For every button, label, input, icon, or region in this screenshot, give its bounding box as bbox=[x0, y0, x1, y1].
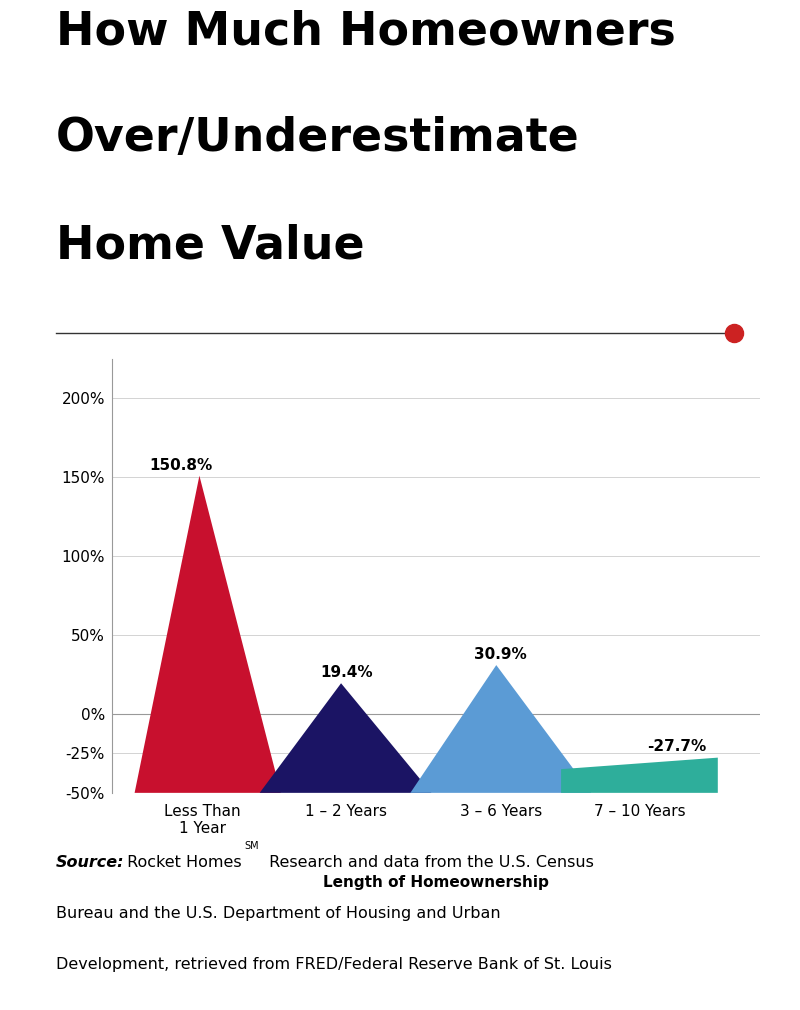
Polygon shape bbox=[134, 476, 281, 793]
Polygon shape bbox=[410, 666, 591, 793]
Text: Rocket Homes: Rocket Homes bbox=[122, 854, 242, 870]
Text: Over/Underestimate: Over/Underestimate bbox=[56, 116, 580, 162]
X-axis label: Length of Homeownership: Length of Homeownership bbox=[323, 876, 549, 890]
Polygon shape bbox=[561, 758, 718, 793]
Text: Research and data from the U.S. Census: Research and data from the U.S. Census bbox=[264, 854, 594, 870]
Text: 19.4%: 19.4% bbox=[320, 666, 373, 680]
Text: 150.8%: 150.8% bbox=[150, 458, 213, 473]
Text: 30.9%: 30.9% bbox=[474, 647, 526, 662]
Text: Development, retrieved from FRED/Federal Reserve Bank of St. Louis: Development, retrieved from FRED/Federal… bbox=[56, 957, 612, 973]
Text: SM: SM bbox=[244, 840, 258, 850]
Text: Source:: Source: bbox=[56, 854, 125, 870]
Text: -27.7%: -27.7% bbox=[647, 739, 706, 754]
Text: Home Value: Home Value bbox=[56, 223, 365, 268]
Text: Bureau and the U.S. Department of Housing and Urban: Bureau and the U.S. Department of Housin… bbox=[56, 906, 501, 921]
Text: How Much Homeowners: How Much Homeowners bbox=[56, 10, 676, 55]
Polygon shape bbox=[260, 683, 431, 793]
